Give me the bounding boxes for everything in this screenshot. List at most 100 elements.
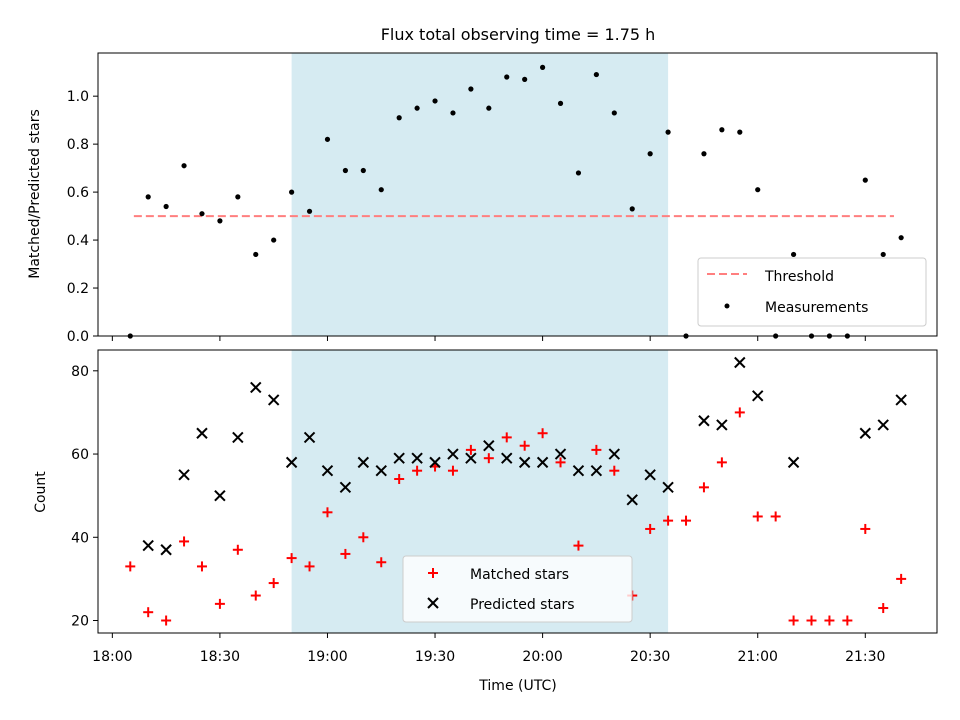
predicted-star-point [698,415,710,427]
measurement-point [468,86,474,92]
predicted-star-point [411,452,423,464]
matched-star-point [501,432,512,443]
bottom-y-axis-label: Count [33,471,49,513]
top-panel: 0.0 0.2 0.4 0.6 0.8 1.0 Flux total observing … [27,25,938,345]
measurement-point [271,237,277,243]
predicted-star-point [554,448,567,460]
predicted-star-point [160,544,172,556]
x-tick-label: 21:30 [845,649,885,665]
x-tick-label: 20:00 [522,649,562,665]
predicted-star-point-b [644,469,656,481]
predicted-star-point-b [787,456,800,469]
matched-star-point [358,532,369,543]
matched-star-point [143,607,154,618]
top-y-tick-label: 0.8 [67,137,89,153]
matched-star-point [340,548,351,559]
measurement-point [199,211,205,217]
predicted-star-point-b [608,448,621,460]
matched-star-point [214,598,225,609]
measurement-point [342,167,348,174]
predicted-star-point-b [518,456,531,469]
predicted-star-point [232,431,244,444]
matched-star-point [824,615,835,626]
measurement-point [396,115,402,121]
measurement-point [737,129,743,135]
count-points [125,356,907,626]
bottom-legend: Matched stars Predicted stars [402,555,633,623]
top-x-ticks [111,336,866,341]
top-y-axis-label: Matched/Predicted stars [27,109,43,279]
bottom-panel: 20 40 60 80 18:00 18:30 19:00 19:30 20:00 20:30 2… [33,349,938,694]
measurement-point [253,251,259,258]
predicted-star-point-b [465,452,477,464]
legend-matched-marker [428,568,438,578]
matched-star-point [788,615,799,626]
bottom-plot-frame [97,349,938,634]
matched-star-point [250,590,261,601]
x-axis-label: Time (UTC) [478,678,556,694]
legend-predicted-swatch [427,597,439,609]
matched-star-point [447,465,458,476]
x-tick-label: 21:00 [738,649,778,665]
matched-star-point [537,428,548,439]
x-tick-label: 20:30 [630,649,670,665]
measurement-point [324,136,331,142]
predicted-star-point-b [483,440,495,452]
measurement-point [790,251,797,258]
predicted-star-point [662,481,674,494]
predicted-star-point-b [536,456,549,469]
predicted-star-point [877,419,889,431]
top-title: Flux total observing time = 1.75 h [381,25,656,44]
predicted-star-point [142,539,154,552]
matched-star-point [483,453,494,464]
top-y-tick-label: 0.4 [67,233,89,249]
matched-star-point [161,615,172,626]
bottom-y-tick-label: 20 [71,614,89,630]
predicted-star-point-b [303,431,316,444]
matched-star-point [734,407,745,418]
matched-star-point [752,511,763,522]
matched-star-point [591,444,602,455]
matched-star-point [609,465,620,476]
predicted-star-point [536,456,549,469]
legend-threshold-label: Threshold [764,269,834,285]
predicted-star-point [465,452,477,464]
top-legend: Threshold Measurements [697,257,927,327]
predicted-star-point-b [267,394,280,406]
matched-star-point [304,561,315,572]
predicted-star-point-b [196,427,208,439]
x-tick-label: 19:00 [307,649,347,665]
measurement-point [378,187,384,193]
matched-star-point [376,557,387,568]
matched-star-point [412,465,423,476]
measurement-point [217,218,223,224]
measurement-point [611,110,617,116]
matched-star-point [286,553,297,564]
predicted-star-point [501,452,513,464]
predicted-star-point-b [716,419,728,431]
predicted-star-point [214,489,226,502]
top-y-tick-label: 0.2 [67,281,89,297]
measurement-point [898,235,904,241]
legend-measurements-label: Measurements [765,300,868,316]
predicted-star-point [787,456,800,469]
predicted-star-point [716,419,728,431]
predicted-star-point-b [501,452,513,464]
matched-star-point [465,444,476,455]
predicted-star-point-b [554,448,567,460]
predicted-star-point [285,456,298,469]
predicted-star-point [644,469,656,481]
bottom-legend-frame [402,555,633,623]
predicted-star-point [734,356,746,369]
matched-star-point [519,440,530,451]
matched-star-point [322,507,333,518]
predicted-star-point [447,448,459,460]
matched-star-point [681,515,692,526]
x-tick-label: 18:30 [200,649,240,665]
predicted-star-point-b [572,464,585,477]
measurement-point [755,187,761,193]
matched-star-point [770,511,781,522]
measurement-point [719,127,725,133]
bottom-y-tick-label: 80 [71,364,89,380]
measurement-point [145,194,151,200]
